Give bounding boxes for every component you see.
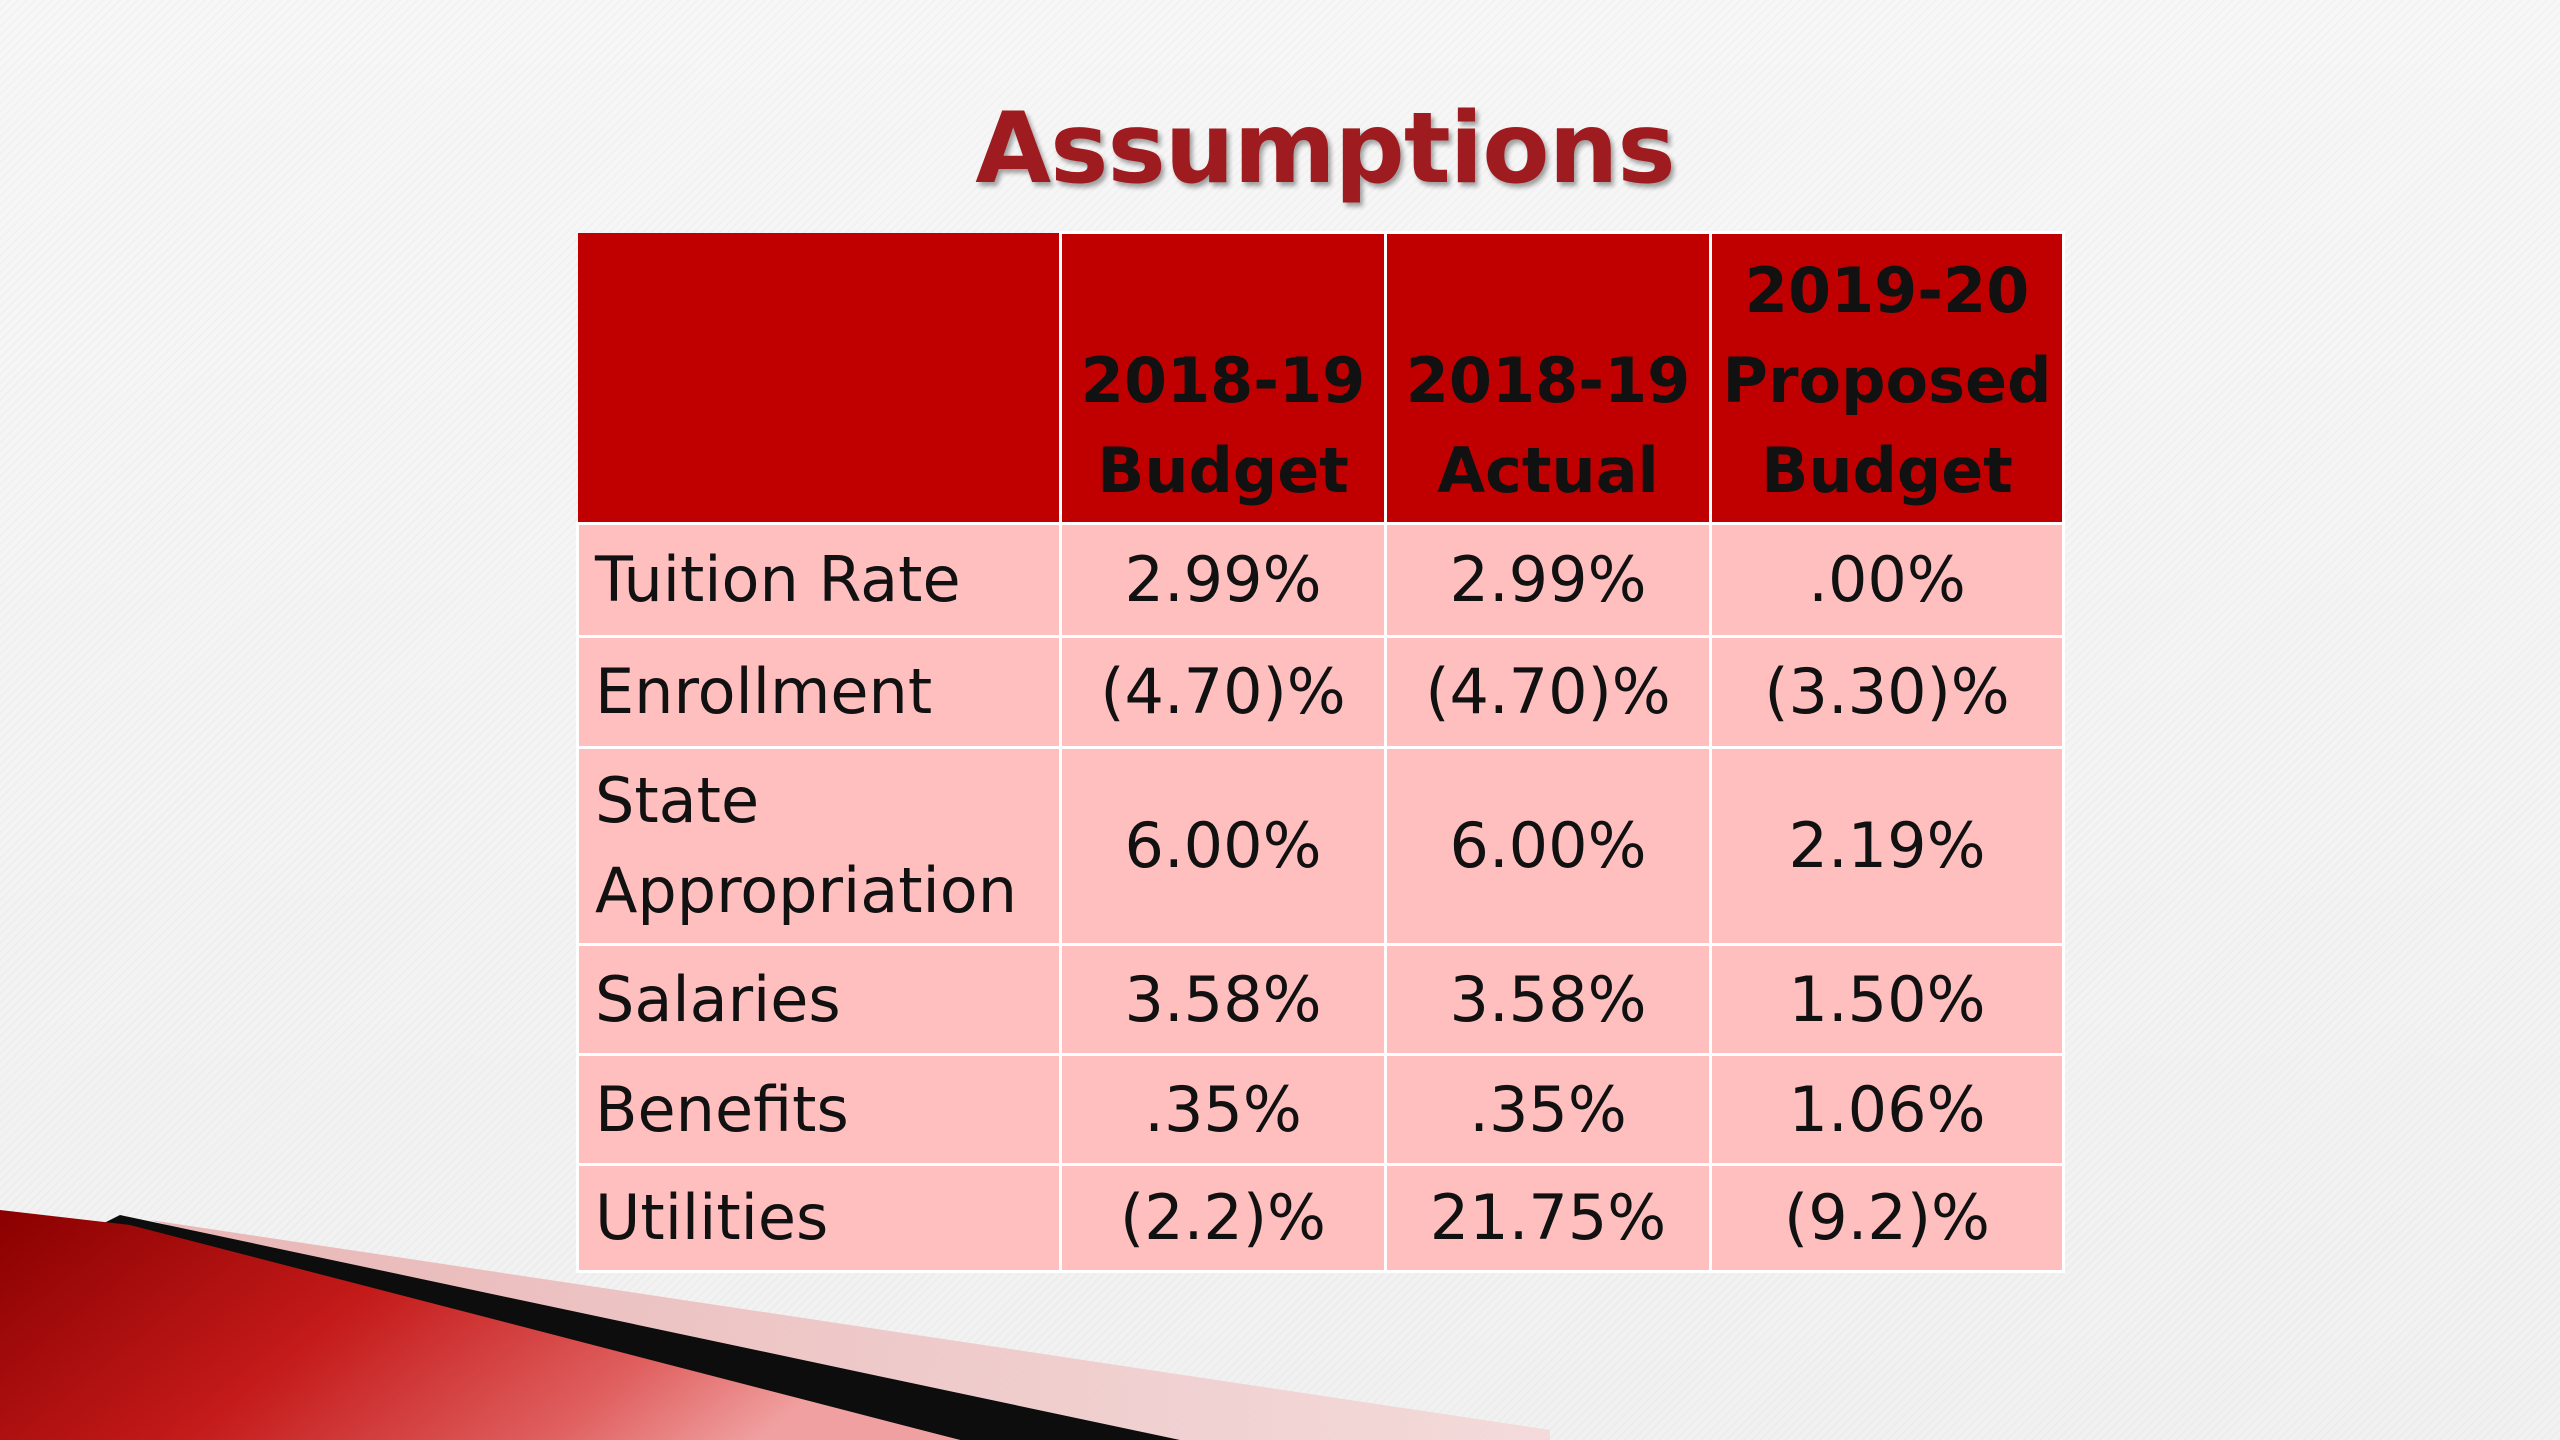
cell-value: .00% (1709, 522, 2065, 638)
row-label: Benefits (576, 1053, 1062, 1166)
header-2019-20-proposed-budget: 2019-20 Proposed Budget (1709, 231, 2065, 525)
row-label: State Appropriation (576, 746, 1062, 946)
cell-value: 6.00% (1384, 746, 1712, 946)
cell-value: (2.2)% (1059, 1163, 1387, 1273)
row-label: Salaries (576, 943, 1062, 1056)
row-label: Utilities (576, 1163, 1062, 1273)
cell-value: 1.50% (1709, 943, 2065, 1056)
cell-value: .35% (1384, 1053, 1712, 1166)
cell-value: 21.75% (1384, 1163, 1712, 1273)
header-2018-19-budget: 2018-19 Budget (1059, 231, 1387, 525)
cell-value: 2.99% (1384, 522, 1712, 638)
cell-value: 6.00% (1059, 746, 1387, 946)
header-2018-19-actual: 2018-19 Actual (1384, 231, 1712, 525)
table-row: Benefits .35% .35% 1.06% (576, 1053, 2065, 1166)
table-row: Enrollment (4.70)% (4.70)% (3.30)% (576, 635, 2065, 749)
cell-value: 2.99% (1059, 522, 1387, 638)
cell-value: 2.19% (1709, 746, 2065, 946)
table-row: Utilities (2.2)% 21.75% (9.2)% (576, 1163, 2065, 1273)
cell-value: 3.58% (1059, 943, 1387, 1056)
table-row: Salaries 3.58% 3.58% 1.50% (576, 943, 2065, 1056)
table-row: State Appropriation 6.00% 6.00% 2.19% (576, 746, 2065, 946)
cell-value: .35% (1059, 1053, 1387, 1166)
assumptions-table: 2018-19 Budget 2018-19 Actual 2019-20 Pr… (576, 231, 2065, 1273)
cell-value: (3.30)% (1709, 635, 2065, 749)
header-corner-cell (577, 232, 1062, 525)
cell-value: (9.2)% (1709, 1163, 2065, 1273)
cell-value: 3.58% (1384, 943, 1712, 1056)
row-label: Enrollment (576, 635, 1062, 749)
decorative-corner-swoosh (0, 1210, 1550, 1440)
cell-value: (4.70)% (1059, 635, 1387, 749)
table-header-row: 2018-19 Budget 2018-19 Actual 2019-20 Pr… (577, 231, 2065, 525)
cell-value: 1.06% (1709, 1053, 2065, 1166)
table-row: Tuition Rate 2.99% 2.99% .00% (576, 522, 2065, 638)
cell-value: (4.70)% (1384, 635, 1712, 749)
slide-title: Assumptions (975, 92, 1675, 206)
row-label: Tuition Rate (576, 522, 1062, 638)
